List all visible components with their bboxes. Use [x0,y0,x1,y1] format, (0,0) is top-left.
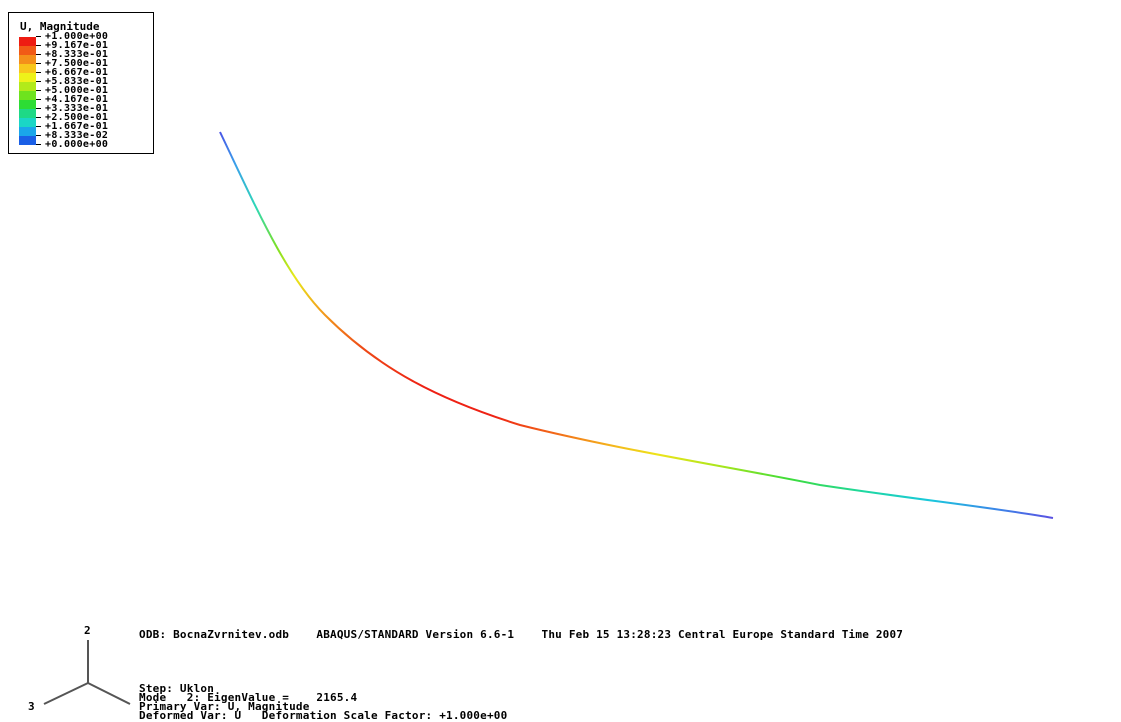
legend-value-label: +9.167e-01 [45,40,109,51]
legend-entry: +1.000e+00 [19,32,149,46]
legend-entry: +1.667e-01 [19,122,149,136]
step-info-line: Step: Uklon [139,682,215,695]
legend-color-swatch [19,37,36,46]
triad-axis-3-label: 3 [28,700,35,713]
legend-tick [36,72,41,73]
mode-info-line: Mode 2: EigenValue = 2165.4 [139,691,358,704]
legend-entry: +0.000e+00 [19,140,149,154]
legend-value-label: +8.333e-02 [45,130,109,141]
legend-color-swatch [19,46,36,55]
legend-tick [36,117,41,118]
primary-var-line: Primary Var: U, Magnitude [139,700,310,713]
legend-value-label: +6.667e-01 [45,67,109,78]
legend-value-label: +4.167e-01 [45,94,109,105]
legend-tick [36,144,41,145]
triad-axis-2-label: 2 [84,624,91,637]
legend-tick [36,108,41,109]
legend-entry: +9.167e-01 [19,41,149,55]
legend-tick [36,99,41,100]
legend-value-label: +5.833e-01 [45,76,109,87]
legend-tick [36,135,41,136]
legend-value-label: +8.333e-01 [45,49,109,60]
legend-color-swatch [19,100,36,109]
legend-color-swatch [19,64,36,73]
legend-color-swatch [19,127,36,136]
legend-value-label: +7.500e-01 [45,58,109,69]
odb-info-line: ODB: BocnaZvrnitev.odb ABAQUS/STANDARD V… [139,628,904,641]
legend-value-label: +1.667e-01 [45,121,109,132]
legend-entry: +8.333e-01 [19,50,149,64]
legend-tick [36,90,41,91]
legend-entry: +2.500e-01 [19,113,149,127]
legend-color-swatch [19,109,36,118]
contour-legend: U, Magnitude +1.000e+00 +9.167e-01 +8.333e… [8,12,154,154]
legend-value-label: +1.000e+00 [45,31,109,42]
coordinate-triad [43,640,131,705]
legend-entry: +6.667e-01 [19,68,149,82]
legend-entry: +4.167e-01 [19,95,149,109]
legend-tick [36,81,41,82]
legend-tick [36,45,41,46]
legend-color-swatch [19,73,36,82]
legend-color-swatch [19,118,36,127]
legend-entry: +3.333e-01 [19,104,149,118]
legend-color-swatch [19,55,36,64]
legend-title: U, Magnitude [20,20,100,33]
legend-tick [36,54,41,55]
legend-tick [36,63,41,64]
legend-entry: +5.833e-01 [19,77,149,91]
legend-tick [36,126,41,127]
legend-tick [36,36,41,37]
legend-color-swatch [19,136,36,145]
legend-entry: +8.333e-02 [19,131,149,145]
legend-value-label: +0.000e+00 [45,139,109,150]
deformed-beam-shape[interactable] [219,131,1054,519]
legend-value-label: +3.333e-01 [45,103,109,114]
legend-entry: +5.000e-01 [19,86,149,100]
legend-value-label: +5.000e-01 [45,85,109,96]
legend-entry: +7.500e-01 [19,59,149,73]
legend-color-swatch [19,82,36,91]
deformed-var-line: Deformed Var: U Deformation Scale Factor… [139,709,508,722]
legend-color-swatch [19,91,36,100]
legend-value-label: +2.500e-01 [45,112,109,123]
